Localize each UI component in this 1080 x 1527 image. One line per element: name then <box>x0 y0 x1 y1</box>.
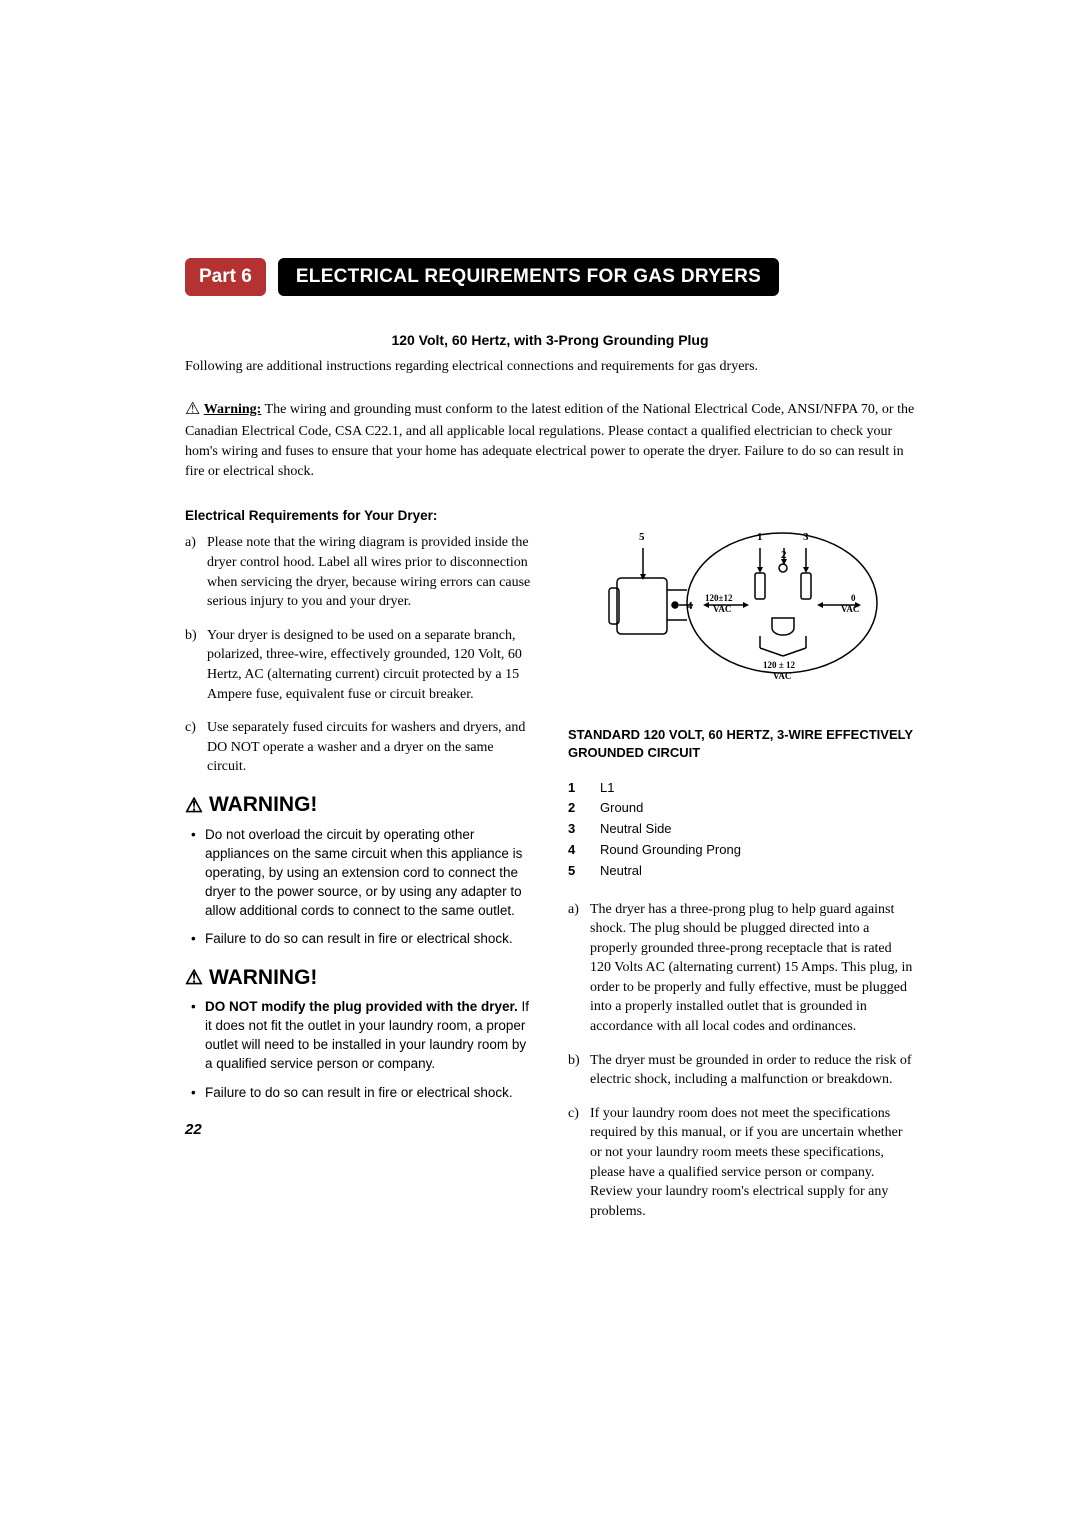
warning-1-bullets: •Do not overload the circuit by operatin… <box>185 826 532 949</box>
legend-row: 2Ground <box>568 798 915 819</box>
svg-text:VAC: VAC <box>841 604 859 614</box>
requirements-header: Electrical Requirements for Your Dryer: <box>185 508 532 523</box>
requirements-list: a)Please note that the wiring diagram is… <box>185 533 532 777</box>
diagram-caption: STANDARD 120 VOLT, 60 HERTZ, 3-WIRE EFFE… <box>568 726 915 761</box>
page-number: 22 <box>185 1121 532 1138</box>
list-item: c)Use separately fused circuits for wash… <box>185 718 532 777</box>
list-item: •Do not overload the circuit by operatin… <box>185 826 532 920</box>
svg-text:5: 5 <box>639 531 645 543</box>
svg-text:VAC: VAC <box>773 671 791 681</box>
svg-text:120 ± 12: 120 ± 12 <box>763 660 795 670</box>
list-item: a)Please note that the wiring diagram is… <box>185 533 532 611</box>
list-item: c)If your laundry room does not meet the… <box>568 1104 915 1222</box>
two-column-layout: Electrical Requirements for Your Dryer: … <box>185 508 915 1235</box>
svg-text:120±12: 120±12 <box>705 593 733 603</box>
warning-heading-text: WARNING! <box>209 966 318 990</box>
svg-text:2: 2 <box>781 549 787 561</box>
warning-heading-text: WARNING! <box>209 793 318 817</box>
part-badge: Part 6 <box>185 258 266 296</box>
legend-row: 1L1 <box>568 778 915 799</box>
part-title: ELECTRICAL REQUIREMENTS FOR GAS DRYERS <box>278 258 779 296</box>
list-item: •Failure to do so can result in fire or … <box>185 930 532 949</box>
bold-prefix: DO NOT modify the plug provided with the… <box>205 999 518 1014</box>
inline-warning: ⚠ Warning: The wiring and grounding must… <box>185 397 915 483</box>
svg-text:4: 4 <box>687 600 693 612</box>
list-item: b)Your dryer is designed to be used on a… <box>185 626 532 704</box>
warning-triangle-icon: ⚠ <box>185 793 203 818</box>
wiring-diagram: 5 1 2 3 4 120±12 VAC 0 VAC 120 ± 12 VAC <box>568 508 915 698</box>
list-item: •DO NOT modify the plug provided with th… <box>185 998 532 1074</box>
list-item: a)The dryer has a three-prong plug to he… <box>568 900 915 1037</box>
right-notes-list: a)The dryer has a three-prong plug to he… <box>568 900 915 1222</box>
right-column: 5 1 2 3 4 120±12 VAC 0 VAC 120 ± 12 VAC … <box>568 508 915 1235</box>
inline-warning-label: Warning: <box>204 402 262 417</box>
subheading: 120 Volt, 60 Hertz, with 3-Prong Groundi… <box>185 332 915 348</box>
left-column: Electrical Requirements for Your Dryer: … <box>185 508 532 1235</box>
inline-warning-text: The wiring and grounding must conform to… <box>185 402 914 479</box>
warning-heading-1: ⚠ WARNING! <box>185 793 532 818</box>
warning-2-bullets: •DO NOT modify the plug provided with th… <box>185 998 532 1102</box>
legend-row: 5Neutral <box>568 861 915 882</box>
warning-triangle-icon: ⚠ <box>185 965 203 990</box>
warning-heading-2: ⚠ WARNING! <box>185 965 532 990</box>
intro-paragraph: Following are additional instructions re… <box>185 358 915 377</box>
diagram-legend: 1L1 2Ground 3Neutral Side 4Round Groundi… <box>568 778 915 882</box>
plug-outlet-diagram-svg: 5 1 2 3 4 120±12 VAC 0 VAC 120 ± 12 VAC <box>587 508 897 698</box>
svg-text:0: 0 <box>851 593 856 603</box>
legend-row: 3Neutral Side <box>568 819 915 840</box>
legend-row: 4Round Grounding Prong <box>568 840 915 861</box>
list-item: b)The dryer must be grounded in order to… <box>568 1051 915 1090</box>
list-item: •Failure to do so can result in fire or … <box>185 1084 532 1103</box>
warning-triangle-icon: ⚠ <box>185 399 200 418</box>
svg-text:VAC: VAC <box>713 604 731 614</box>
svg-text:1: 1 <box>757 531 763 543</box>
page-header: Part 6 ELECTRICAL REQUIREMENTS FOR GAS D… <box>185 258 915 296</box>
svg-text:3: 3 <box>803 531 809 543</box>
